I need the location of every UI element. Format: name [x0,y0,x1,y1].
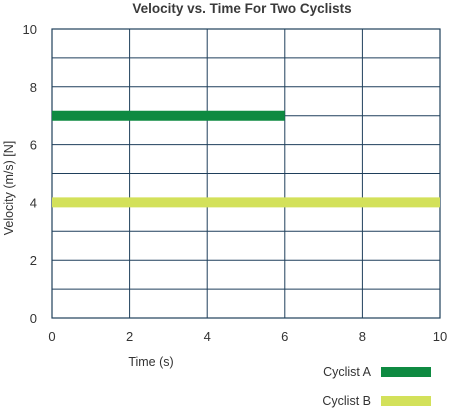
chart-title: Velocity vs. Time For Two Cyclists [132,1,351,16]
legend-label: Cyclist A [323,365,372,379]
x-axis-title: Time (s) [128,355,173,369]
y-tick-label: 0 [30,311,37,326]
series-lines [52,110,440,208]
y-tick-label: 2 [30,253,37,268]
y-tick-label: 10 [23,22,37,37]
y-tick-label: 4 [30,195,37,210]
x-tick-label: 0 [48,329,55,344]
legend: Cyclist A Cyclist B [322,365,431,408]
y-tick-label: 6 [30,138,37,153]
y-axis-ticks: 0 2 4 6 8 10 [23,22,37,326]
legend-swatch [381,367,431,377]
legend-swatch [381,396,431,406]
y-tick-label: 8 [30,80,37,95]
x-tick-label: 10 [433,329,447,344]
x-tick-label: 4 [204,329,211,344]
x-axis-ticks: 0 2 4 6 8 10 [48,329,447,344]
x-tick-label: 6 [281,329,288,344]
x-tick-label: 8 [359,329,366,344]
grid [51,28,441,319]
y-axis-title: Velocity (m/s) [N] [2,141,16,235]
x-tick-label: 2 [126,329,133,344]
legend-label: Cyclist B [322,394,371,408]
